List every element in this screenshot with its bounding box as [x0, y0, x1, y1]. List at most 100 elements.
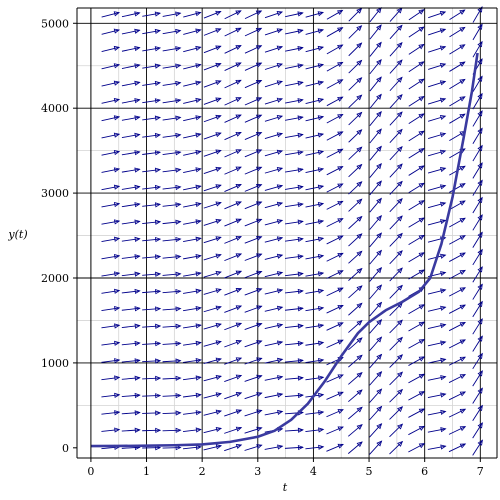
- field-arrow-head: [114, 323, 121, 329]
- field-arrow-head: [195, 63, 202, 69]
- field-arrow: [448, 321, 467, 332]
- field-arrow-head: [195, 45, 202, 51]
- field-arrow: [348, 146, 363, 160]
- field-arrow-shaft: [121, 377, 140, 380]
- field-arrow-head: [255, 149, 263, 155]
- field-arrow: [369, 440, 383, 455]
- field-arrow-shaft: [428, 11, 446, 19]
- field-arrow-shaft: [472, 301, 483, 318]
- field-arrow: [203, 62, 222, 71]
- field-arrow: [427, 392, 447, 399]
- field-arrow-shaft: [448, 408, 466, 418]
- field-arrow: [182, 410, 202, 416]
- field-arrow-shaft: [285, 64, 303, 69]
- field-arrow: [408, 373, 426, 384]
- field-arrow-head: [195, 392, 202, 398]
- field-arrow: [142, 323, 162, 329]
- field-arrow-head: [356, 250, 363, 257]
- field-arrow-shaft: [224, 322, 242, 331]
- field-arrow-head: [175, 115, 182, 121]
- field-arrow: [162, 254, 182, 260]
- field-arrow-shaft: [244, 45, 262, 54]
- field-arrow-shaft: [284, 273, 303, 277]
- field-arrow-shaft: [427, 202, 446, 209]
- field-arrow-head: [235, 235, 243, 241]
- field-arrow: [121, 184, 141, 190]
- field-arrow-shaft: [183, 324, 201, 329]
- field-arrow: [101, 80, 121, 87]
- field-arrow-shaft: [183, 133, 201, 139]
- field-arrow-head: [376, 440, 383, 447]
- field-arrow-shaft: [348, 42, 362, 57]
- field-arrow: [121, 132, 141, 139]
- field-arrow: [305, 271, 325, 277]
- field-arrow-shaft: [408, 269, 425, 280]
- field-arrow-shaft: [142, 290, 161, 294]
- field-arrow-head: [337, 200, 344, 206]
- field-arrow-shaft: [121, 203, 140, 208]
- field-arrow-head: [195, 271, 202, 277]
- field-arrow-head: [297, 271, 304, 277]
- field-arrow-shaft: [244, 10, 262, 20]
- field-arrow: [244, 184, 263, 192]
- field-arrow: [162, 341, 182, 347]
- field-arrow: [326, 339, 344, 349]
- field-arrow: [224, 270, 243, 279]
- field-arrow-shaft: [326, 409, 344, 418]
- field-arrow-shaft: [284, 220, 303, 225]
- field-arrow-shaft: [162, 99, 181, 104]
- field-arrow-head: [356, 198, 363, 205]
- field-arrow: [408, 252, 425, 263]
- field-arrow-head: [356, 371, 363, 378]
- field-arrow-shaft: [305, 411, 324, 415]
- field-arrow-shaft: [369, 371, 382, 386]
- field-arrow-head: [397, 406, 404, 413]
- tick-labels: 0 1 2 3 4 5 6 7 0 1000 2000 3000 4000 5000: [41, 17, 484, 478]
- field-arrow-head: [175, 254, 182, 260]
- field-arrow-head: [215, 357, 223, 363]
- field-arrow-shaft: [162, 342, 181, 345]
- field-arrow: [264, 201, 284, 209]
- field-arrow: [121, 340, 141, 347]
- field-arrow-head: [418, 61, 425, 67]
- field-arrow-shaft: [183, 185, 201, 191]
- field-arrow-shaft: [183, 12, 201, 18]
- field-arrow-head: [175, 393, 182, 399]
- field-arrow: [162, 323, 182, 329]
- field-arrow: [305, 444, 325, 450]
- field-arrow-shaft: [182, 394, 201, 398]
- field-arrow: [389, 128, 403, 143]
- field-arrow-shaft: [305, 289, 324, 294]
- field-arrow: [449, 44, 466, 55]
- field-arrow-shaft: [427, 445, 446, 450]
- y-tick-label: 4000: [41, 102, 69, 115]
- field-arrow: [305, 80, 325, 87]
- field-arrow-shaft: [162, 377, 181, 380]
- field-arrow-shaft: [101, 237, 120, 242]
- field-arrow-head: [477, 439, 483, 446]
- field-arrow-head: [337, 443, 344, 449]
- field-arrow-shaft: [305, 98, 324, 104]
- field-arrow: [121, 28, 141, 35]
- field-arrow-head: [134, 184, 141, 190]
- field-arrow-shaft: [224, 10, 242, 20]
- field-arrow: [326, 9, 344, 20]
- field-arrow-shaft: [348, 337, 363, 351]
- field-arrow-head: [175, 150, 182, 156]
- field-arrow-head: [297, 288, 304, 295]
- field-arrow-head: [154, 98, 162, 104]
- field-arrow-head: [459, 200, 466, 206]
- field-arrow-shaft: [121, 342, 140, 346]
- field-arrow-shaft: [224, 201, 242, 210]
- field-arrow-head: [256, 392, 263, 398]
- field-arrow-shaft: [326, 61, 343, 72]
- field-arrow: [203, 132, 222, 140]
- field-arrow-shaft: [224, 62, 242, 71]
- field-arrow-head: [418, 130, 425, 137]
- field-arrow: [326, 131, 344, 141]
- field-arrow-head: [318, 444, 325, 450]
- field-arrow-head: [175, 46, 182, 52]
- field-arrow: [348, 337, 363, 351]
- field-arrow-shaft: [348, 94, 362, 108]
- field-arrow-shaft: [284, 203, 303, 208]
